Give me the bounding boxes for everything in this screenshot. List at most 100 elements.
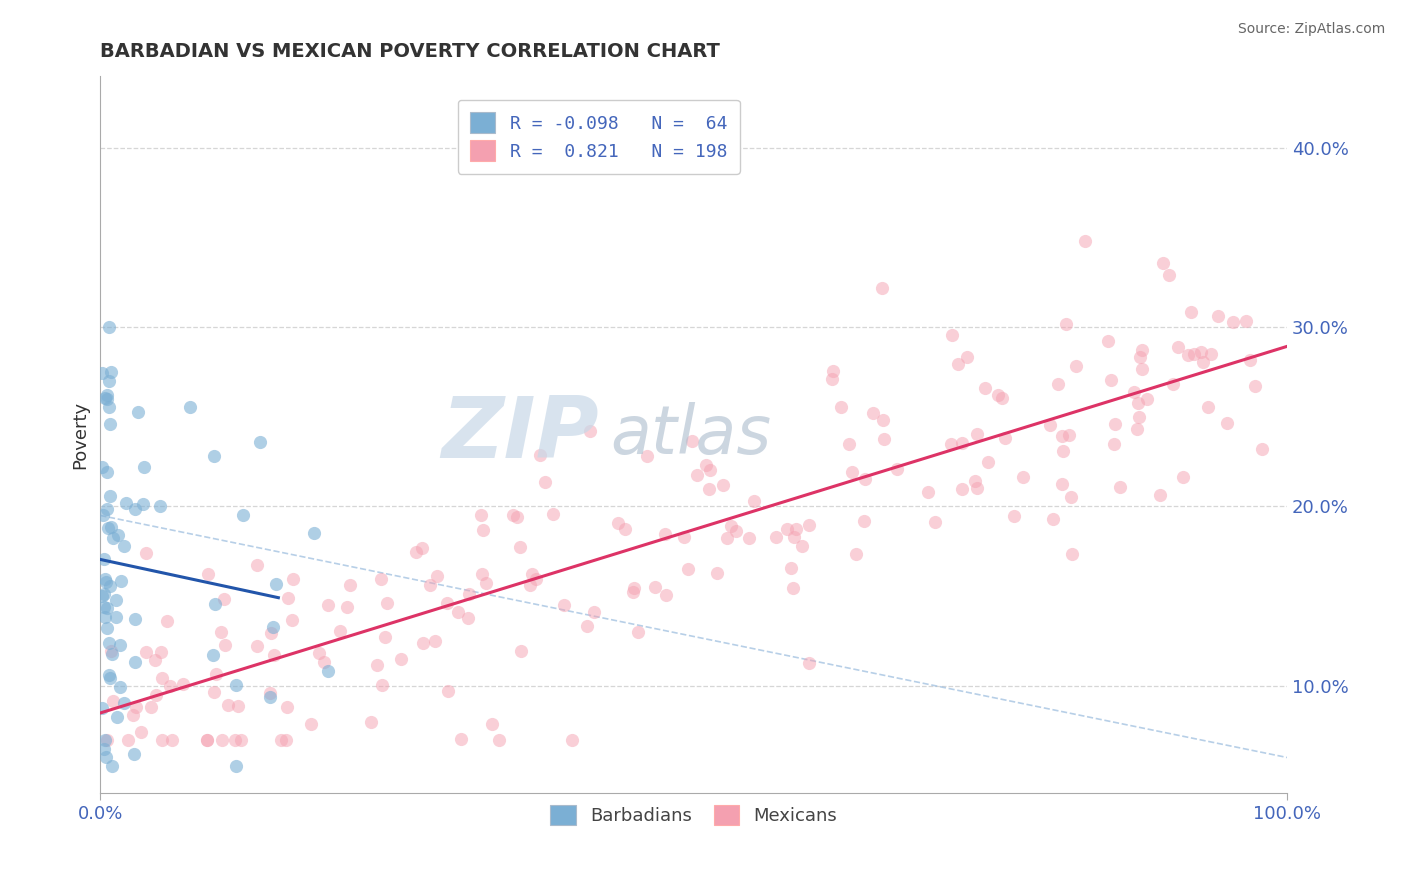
Point xyxy=(974,381,997,395)
Point xyxy=(316,598,339,612)
Point xyxy=(100,759,122,773)
Point xyxy=(370,572,392,586)
Point xyxy=(1046,376,1069,391)
Point xyxy=(115,496,138,510)
Point xyxy=(96,750,118,764)
Legend: Barbadians, Mexicans: Barbadians, Mexicans xyxy=(541,796,846,835)
Point xyxy=(765,530,787,544)
Point xyxy=(1251,442,1274,456)
Point xyxy=(96,621,118,635)
Point xyxy=(676,562,699,576)
Point xyxy=(149,645,172,659)
Point xyxy=(202,684,225,698)
Point xyxy=(135,546,157,560)
Point xyxy=(112,539,135,553)
Point xyxy=(779,561,801,575)
Point xyxy=(329,624,352,638)
Point xyxy=(1060,547,1083,561)
Point xyxy=(1042,512,1064,526)
Point xyxy=(124,502,146,516)
Point xyxy=(1126,422,1149,436)
Point xyxy=(579,425,602,439)
Point xyxy=(98,668,121,682)
Point xyxy=(636,450,658,464)
Point xyxy=(100,519,122,533)
Point xyxy=(108,680,131,694)
Point xyxy=(94,574,117,589)
Point xyxy=(792,539,814,553)
Point xyxy=(509,644,531,658)
Point xyxy=(135,645,157,659)
Point xyxy=(872,412,894,426)
Point xyxy=(524,572,547,586)
Point xyxy=(97,400,120,414)
Point xyxy=(117,732,139,747)
Point xyxy=(260,626,283,640)
Point xyxy=(534,475,557,489)
Point xyxy=(1189,344,1212,359)
Point xyxy=(150,732,173,747)
Point xyxy=(450,731,472,746)
Point xyxy=(127,405,149,419)
Point xyxy=(737,532,759,546)
Point xyxy=(966,427,988,442)
Point xyxy=(1011,470,1033,484)
Point xyxy=(644,580,666,594)
Point xyxy=(830,400,852,414)
Point xyxy=(225,678,247,692)
Point xyxy=(212,591,235,606)
Point xyxy=(246,640,269,654)
Point xyxy=(224,732,246,747)
Point xyxy=(246,558,269,572)
Point xyxy=(963,474,986,488)
Point xyxy=(94,572,117,586)
Point xyxy=(782,530,804,544)
Point xyxy=(1197,400,1219,414)
Point xyxy=(225,759,247,773)
Point xyxy=(695,458,717,472)
Point xyxy=(1123,385,1146,400)
Point xyxy=(149,500,172,514)
Point xyxy=(105,593,128,607)
Point xyxy=(90,366,112,380)
Point xyxy=(131,725,153,739)
Point xyxy=(845,547,868,561)
Point xyxy=(124,655,146,669)
Point xyxy=(1180,304,1202,318)
Point xyxy=(214,639,236,653)
Point xyxy=(471,567,494,582)
Point xyxy=(419,577,441,591)
Point xyxy=(98,636,121,650)
Point xyxy=(939,437,962,451)
Point xyxy=(412,636,434,650)
Text: BARBADIAN VS MEXICAN POVERTY CORRELATION CHART: BARBADIAN VS MEXICAN POVERTY CORRELATION… xyxy=(100,42,720,61)
Point xyxy=(1171,470,1194,484)
Point xyxy=(259,690,281,705)
Point xyxy=(262,620,284,634)
Point xyxy=(314,656,336,670)
Point xyxy=(1074,234,1097,248)
Point xyxy=(91,460,114,475)
Point xyxy=(799,518,821,533)
Point xyxy=(627,624,650,639)
Point xyxy=(474,576,496,591)
Point xyxy=(672,530,695,544)
Point xyxy=(520,567,543,582)
Point xyxy=(991,392,1014,406)
Point xyxy=(1157,268,1180,283)
Point xyxy=(994,431,1017,445)
Point xyxy=(506,509,529,524)
Point xyxy=(101,694,124,708)
Point xyxy=(1208,310,1230,324)
Point xyxy=(209,624,232,639)
Point xyxy=(93,741,115,756)
Point xyxy=(686,467,709,482)
Point xyxy=(143,653,166,667)
Point xyxy=(1234,314,1257,328)
Point xyxy=(122,747,145,761)
Point xyxy=(1108,480,1130,494)
Point xyxy=(470,508,492,523)
Point xyxy=(179,401,201,415)
Point xyxy=(276,700,298,714)
Point xyxy=(838,436,860,450)
